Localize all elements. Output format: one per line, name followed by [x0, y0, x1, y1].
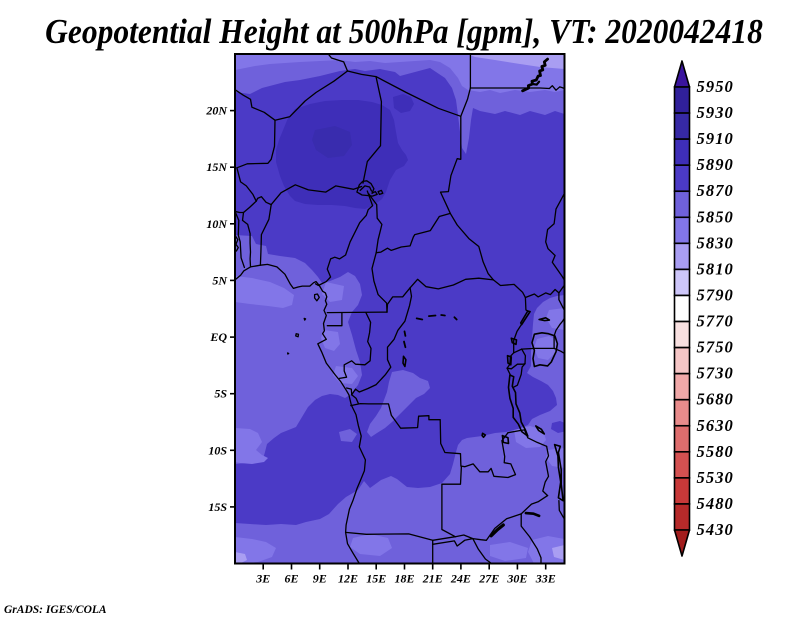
- svg-text:15S: 15S: [208, 500, 227, 514]
- svg-text:5430: 5430: [697, 520, 734, 539]
- svg-text:5910: 5910: [697, 129, 734, 148]
- svg-text:15N: 15N: [206, 160, 228, 174]
- svg-text:5790: 5790: [697, 286, 734, 305]
- svg-text:9E: 9E: [313, 572, 327, 586]
- svg-text:5N: 5N: [212, 273, 228, 287]
- svg-text:5770: 5770: [697, 312, 734, 331]
- svg-text:20N: 20N: [205, 104, 228, 118]
- svg-text:5830: 5830: [697, 233, 734, 252]
- svg-text:5730: 5730: [697, 364, 734, 383]
- svg-text:6E: 6E: [284, 572, 298, 586]
- svg-text:5950: 5950: [697, 77, 734, 96]
- svg-text:18E: 18E: [394, 572, 414, 586]
- svg-text:5530: 5530: [697, 468, 734, 487]
- svg-text:5630: 5630: [697, 416, 734, 435]
- svg-text:5750: 5750: [697, 338, 734, 357]
- svg-text:10S: 10S: [208, 443, 227, 457]
- svg-text:5580: 5580: [697, 442, 734, 461]
- svg-text:27E: 27E: [478, 572, 499, 586]
- svg-text:21E: 21E: [422, 572, 443, 586]
- svg-text:5930: 5930: [697, 103, 734, 122]
- svg-text:3E: 3E: [255, 572, 270, 586]
- svg-text:5870: 5870: [697, 181, 734, 200]
- svg-text:EQ: EQ: [209, 330, 227, 344]
- svg-text:30E: 30E: [506, 572, 527, 586]
- svg-text:33E: 33E: [535, 572, 556, 586]
- svg-text:5890: 5890: [697, 155, 734, 174]
- svg-text:10N: 10N: [206, 217, 228, 231]
- svg-text:5810: 5810: [697, 259, 734, 278]
- svg-text:5480: 5480: [697, 494, 734, 513]
- svg-text:15E: 15E: [366, 572, 386, 586]
- svg-text:24E: 24E: [450, 572, 471, 586]
- svg-text:5S: 5S: [214, 387, 227, 401]
- svg-text:5680: 5680: [697, 390, 734, 409]
- svg-text:5850: 5850: [697, 207, 734, 226]
- svg-text:12E: 12E: [338, 572, 358, 586]
